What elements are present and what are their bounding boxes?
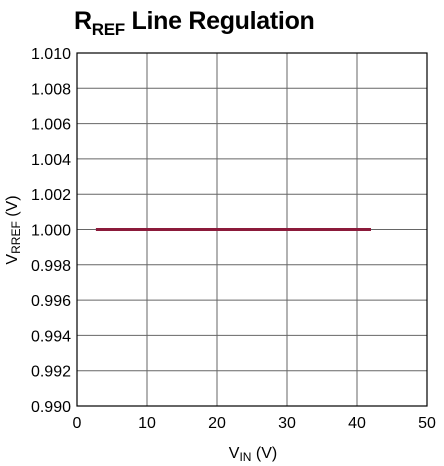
y-tick-label: 1.008 — [31, 81, 71, 98]
y-tick-label: 0.990 — [31, 399, 71, 416]
y-tick-label: 1.000 — [31, 223, 71, 240]
x-tick-label: 0 — [73, 415, 82, 432]
y-tick-label: 0.998 — [31, 258, 71, 275]
x-tick-label: 10 — [138, 415, 156, 432]
x-tick-label: 40 — [348, 415, 366, 432]
x-axis-label-subscript: IN — [239, 450, 251, 464]
y-tick-label: 0.994 — [31, 328, 71, 345]
x-tick-label: 30 — [278, 415, 296, 432]
y-tick-labels: 0.990 0.992 0.994 0.996 0.998 1.000 1.002 1.004… — [31, 46, 71, 416]
y-axis-label-main: V — [4, 254, 21, 265]
chart-title-subscript: REF — [91, 20, 125, 39]
x-axis-label-main: V — [229, 445, 240, 462]
y-tick-label: 1.010 — [31, 46, 71, 63]
y-tick-label: 1.006 — [31, 117, 71, 134]
y-tick-label: 1.002 — [31, 187, 71, 204]
chart-title-rest: Line Regulation — [124, 7, 315, 35]
y-axis-label-unit: (V) — [4, 195, 21, 221]
y-tick-label: 0.992 — [31, 364, 71, 381]
x-axis-label: VIN (V) — [229, 445, 277, 464]
x-tick-label: 20 — [208, 415, 226, 432]
grid-lines — [77, 53, 427, 406]
x-tick-labels: 0 10 20 30 40 50 — [73, 415, 436, 432]
plot-frame — [76, 52, 428, 407]
chart-title-main: R — [74, 7, 92, 35]
x-tick-label: 50 — [418, 415, 436, 432]
y-tick-label: 1.004 — [31, 152, 71, 169]
x-axis-label-unit: (V) — [251, 445, 277, 462]
y-axis-label-subscript: RREF — [9, 221, 23, 254]
y-axis-label: VRREF (V) — [4, 195, 23, 264]
y-tick-label: 0.996 — [31, 293, 71, 310]
chart-title: RREF Line Regulation — [74, 4, 315, 39]
